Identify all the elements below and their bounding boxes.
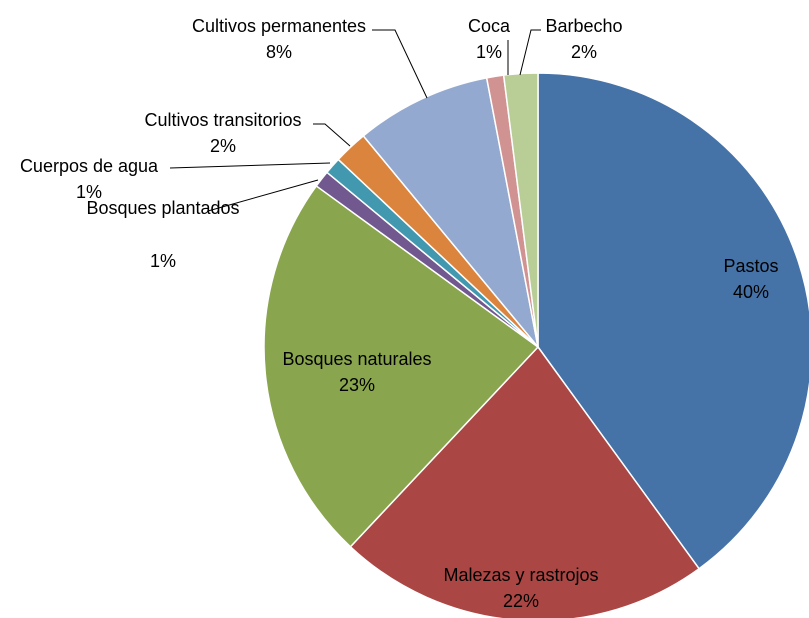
pie-slices bbox=[263, 72, 809, 618]
label-bosques-naturales-value: 23% bbox=[339, 375, 375, 395]
label-cultivos-transitorios-name: Cultivos transitorios bbox=[144, 110, 301, 130]
pie-slice-malezas-y-rastrojos bbox=[349, 346, 700, 618]
label-malezas-name: Malezas y rastrojos bbox=[443, 565, 598, 585]
slice-labels: Pastos 40% Malezas y rastrojos 22% Bosqu… bbox=[20, 16, 779, 611]
leader-cuerpos-de-agua bbox=[169, 162, 331, 169]
label-coca-name: Coca bbox=[468, 16, 511, 36]
label-cuerpos-de-agua-name: Cuerpos de agua bbox=[20, 156, 159, 176]
leader-cultivos-permanentes bbox=[372, 29, 428, 99]
label-cultivos-permanentes-name: Cultivos permanentes bbox=[192, 16, 366, 36]
leader-lines bbox=[169, 29, 541, 212]
leader-barbecho bbox=[519, 29, 541, 76]
label-pastos-name: Pastos bbox=[723, 256, 778, 276]
label-cuerpos-de-agua-value: 1% bbox=[76, 182, 102, 202]
label-bosques-plantados-name: Bosques plantados bbox=[86, 198, 239, 218]
leader-bosques-plantados bbox=[207, 179, 319, 212]
label-bosques-naturales-name: Bosques naturales bbox=[282, 349, 431, 369]
label-cultivos-permanentes-value: 8% bbox=[266, 42, 292, 62]
label-coca-value: 1% bbox=[476, 42, 502, 62]
pie-slice-pastos bbox=[537, 72, 809, 570]
label-barbecho-name: Barbecho bbox=[545, 16, 622, 36]
label-pastos-value: 40% bbox=[733, 282, 769, 302]
leader-cultivos-transitorios bbox=[313, 123, 351, 147]
pie-slice-bosques-naturales bbox=[263, 185, 539, 548]
label-barbecho-value: 2% bbox=[571, 42, 597, 62]
label-cultivos-transitorios-value: 2% bbox=[210, 136, 236, 156]
pie-slice-cultivos-permanentes bbox=[362, 77, 539, 348]
label-malezas-value: 22% bbox=[503, 591, 539, 611]
label-bosques-plantados-value: 1% bbox=[150, 251, 176, 271]
